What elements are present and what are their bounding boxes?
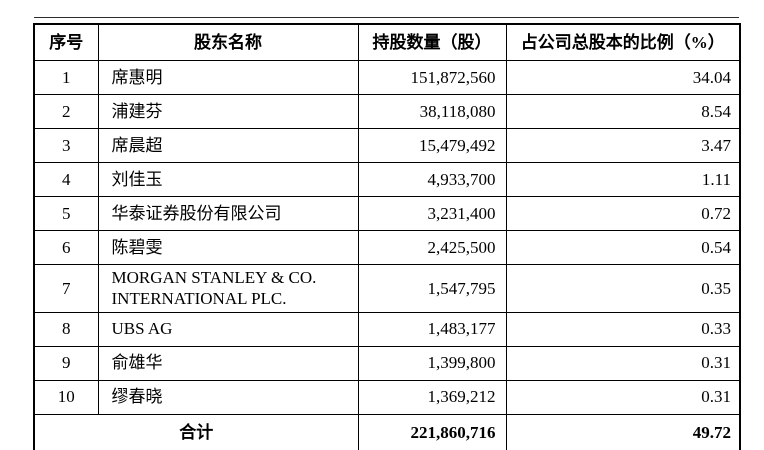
percent-of-total: 0.31: [505, 345, 741, 381]
shares-held: 1,369,212: [357, 379, 507, 415]
percent-of-total: 0.35: [505, 264, 741, 313]
shareholder-name: MORGAN STANLEY & CO. INTERNATIONAL PLC.: [97, 264, 359, 313]
shareholder-name: 陈碧雯: [97, 230, 359, 265]
shareholder-name: 缪春晓: [97, 379, 359, 415]
percent-of-total: 1.11: [505, 162, 741, 197]
percent-of-total: 34.04: [505, 60, 741, 95]
shareholder-name: 华泰证券股份有限公司: [97, 196, 359, 231]
total-shares: 221,860,716: [357, 413, 507, 450]
table-row: 1 席惠明 151,872,560 34.04: [33, 60, 741, 95]
row-index: 3: [33, 128, 99, 163]
percent-of-total: 0.33: [505, 311, 741, 347]
total-row: 合计 221,860,716 49.72: [33, 413, 741, 450]
shares-held: 2,425,500: [357, 230, 507, 265]
row-index: 2: [33, 94, 99, 129]
table-row: 7 MORGAN STANLEY & CO. INTERNATIONAL PLC.…: [33, 264, 741, 313]
top-rule: [34, 17, 739, 18]
shareholder-name: 席惠明: [97, 60, 359, 95]
shareholder-name: 俞雄华: [97, 345, 359, 381]
percent-of-total: 0.72: [505, 196, 741, 231]
shares-held: 1,399,800: [357, 345, 507, 381]
table-row: 2 浦建芬 38,118,080 8.54: [33, 94, 741, 129]
shares-held: 4,933,700: [357, 162, 507, 197]
table-row: 9 俞雄华 1,399,800 0.31: [33, 345, 741, 381]
row-index: 4: [33, 162, 99, 197]
total-percent: 49.72: [505, 413, 741, 450]
shareholder-name: 浦建芬: [97, 94, 359, 129]
percent-of-total: 0.31: [505, 379, 741, 415]
col-header-shares: 持股数量（股）: [357, 23, 507, 61]
percent-of-total: 3.47: [505, 128, 741, 163]
shares-held: 1,547,795: [357, 264, 507, 313]
row-index: 6: [33, 230, 99, 265]
table-row: 10 缪春晓 1,369,212 0.31: [33, 379, 741, 415]
table-row: 8 UBS AG 1,483,177 0.33: [33, 311, 741, 347]
table-row: 5 华泰证券股份有限公司 3,231,400 0.72: [33, 196, 741, 231]
table-row: 6 陈碧雯 2,425,500 0.54: [33, 230, 741, 265]
col-header-percent: 占公司总股本的比例（%）: [505, 23, 741, 61]
shares-held: 1,483,177: [357, 311, 507, 347]
row-index: 10: [33, 379, 99, 415]
percent-of-total: 0.54: [505, 230, 741, 265]
total-label: 合计: [33, 413, 359, 450]
table-row: 3 席晨超 15,479,492 3.47: [33, 128, 741, 163]
row-index: 7: [33, 264, 99, 313]
shares-held: 151,872,560: [357, 60, 507, 95]
row-index: 9: [33, 345, 99, 381]
shares-held: 38,118,080: [357, 94, 507, 129]
shareholder-name: 席晨超: [97, 128, 359, 163]
shareholder-name: 刘佳玉: [97, 162, 359, 197]
shareholders-table: 序号 股东名称 持股数量（股） 占公司总股本的比例（%） 1 席惠明 151,872…: [33, 23, 741, 450]
row-index: 1: [33, 60, 99, 95]
table-row: 4 刘佳玉 4,933,700 1.11: [33, 162, 741, 197]
col-header-name: 股东名称: [97, 23, 359, 61]
row-index: 8: [33, 311, 99, 347]
shareholder-name: UBS AG: [97, 311, 359, 347]
header-row: 序号 股东名称 持股数量（股） 占公司总股本的比例（%）: [33, 23, 741, 61]
percent-of-total: 8.54: [505, 94, 741, 129]
row-index: 5: [33, 196, 99, 231]
col-header-index: 序号: [33, 23, 99, 61]
shares-held: 3,231,400: [357, 196, 507, 231]
shares-held: 15,479,492: [357, 128, 507, 163]
table-body: 1 席惠明 151,872,560 34.04 2 浦建芬 38,118,080 8.54 3 席…: [33, 60, 741, 415]
